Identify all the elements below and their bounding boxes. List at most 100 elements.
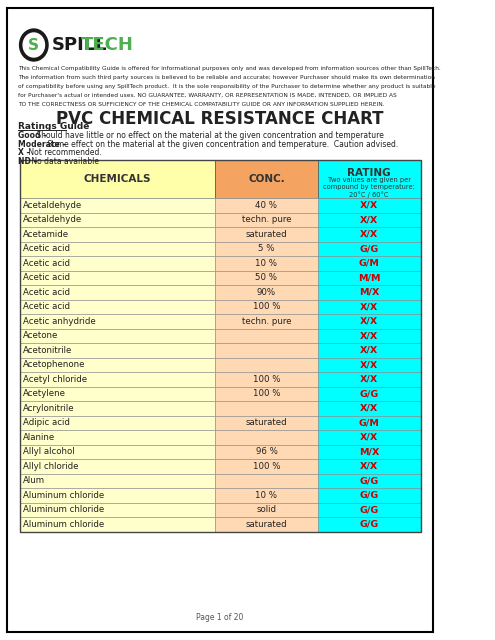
Bar xyxy=(215,285,318,300)
Bar xyxy=(318,271,421,285)
Text: X/X: X/X xyxy=(360,461,378,471)
Text: TECH: TECH xyxy=(81,36,134,54)
Text: G/G: G/G xyxy=(359,520,379,529)
Text: Acrylonitrile: Acrylonitrile xyxy=(23,404,75,413)
Circle shape xyxy=(23,33,45,57)
Bar xyxy=(215,430,318,445)
Text: Acetamide: Acetamide xyxy=(23,230,69,239)
Text: 5 %: 5 % xyxy=(258,244,275,253)
Bar xyxy=(215,343,318,358)
Text: Acetaldehyde: Acetaldehyde xyxy=(23,215,82,224)
Text: X/X: X/X xyxy=(360,215,378,224)
Bar xyxy=(20,401,215,415)
Bar xyxy=(20,488,215,502)
Bar xyxy=(318,343,421,358)
Bar xyxy=(318,358,421,372)
Bar xyxy=(318,212,421,227)
Text: 50 %: 50 % xyxy=(255,273,278,282)
Text: Adipic acid: Adipic acid xyxy=(23,419,70,428)
Text: Acetic acid: Acetic acid xyxy=(23,259,70,268)
Bar xyxy=(20,300,215,314)
Text: X/X: X/X xyxy=(360,201,378,210)
Text: X/X: X/X xyxy=(360,317,378,326)
Bar xyxy=(318,502,421,517)
Text: G/M: G/M xyxy=(359,419,380,428)
Text: X/X: X/X xyxy=(360,346,378,355)
Bar xyxy=(215,358,318,372)
Bar xyxy=(215,474,318,488)
Text: PVC CHEMICAL RESISTANCE CHART: PVC CHEMICAL RESISTANCE CHART xyxy=(56,110,384,128)
Text: saturated: saturated xyxy=(246,419,287,428)
Text: X –: X – xyxy=(18,148,30,157)
Text: Moderate –: Moderate – xyxy=(18,140,66,148)
Text: 100 %: 100 % xyxy=(253,389,280,398)
Text: G/G: G/G xyxy=(359,505,379,515)
Text: Good –: Good – xyxy=(18,131,47,140)
Bar xyxy=(215,387,318,401)
Bar xyxy=(215,488,318,502)
Text: TO THE CORRECTNESS OR SUFFICIENCY OF THE CHEMICAL COMPATABILITY GUIDE OR ANY INF: TO THE CORRECTNESS OR SUFFICIENCY OF THE… xyxy=(18,102,385,107)
Text: Aluminum chloride: Aluminum chloride xyxy=(23,520,104,529)
Bar xyxy=(20,430,215,445)
Bar xyxy=(318,401,421,415)
Circle shape xyxy=(20,29,48,61)
Bar xyxy=(215,212,318,227)
Text: SPILL: SPILL xyxy=(51,36,107,54)
FancyBboxPatch shape xyxy=(7,8,433,632)
Text: Ratings Guide: Ratings Guide xyxy=(18,122,89,131)
Bar xyxy=(215,160,318,198)
Bar xyxy=(20,445,215,459)
Bar xyxy=(20,227,215,241)
Bar xyxy=(318,430,421,445)
Text: for Purchaser's actual or intended uses. NO GUARANTEE, WARRANTY, OR REPRESENTATI: for Purchaser's actual or intended uses.… xyxy=(18,93,396,98)
Text: Acetyl chloride: Acetyl chloride xyxy=(23,375,87,384)
Text: CONC.: CONC. xyxy=(248,174,285,184)
Bar xyxy=(20,271,215,285)
Bar xyxy=(215,271,318,285)
Text: G/M: G/M xyxy=(359,259,380,268)
Text: Aluminum chloride: Aluminum chloride xyxy=(23,505,104,515)
Text: G/G: G/G xyxy=(359,389,379,398)
Text: G/G: G/G xyxy=(359,244,379,253)
Text: Acetone: Acetone xyxy=(23,332,58,340)
Text: Alanine: Alanine xyxy=(23,433,55,442)
Bar xyxy=(318,256,421,271)
Text: X/X: X/X xyxy=(360,332,378,340)
Text: Alum: Alum xyxy=(23,476,45,485)
Bar xyxy=(215,227,318,241)
Text: Allyl alcohol: Allyl alcohol xyxy=(23,447,75,456)
Bar xyxy=(318,474,421,488)
Text: Acetylene: Acetylene xyxy=(23,389,66,398)
Text: S: S xyxy=(28,38,39,52)
Bar xyxy=(20,160,421,531)
Bar xyxy=(215,502,318,517)
Bar xyxy=(318,445,421,459)
Text: Acetic acid: Acetic acid xyxy=(23,302,70,311)
Text: 100 %: 100 % xyxy=(253,375,280,384)
Bar xyxy=(318,387,421,401)
Text: Allyl chloride: Allyl chloride xyxy=(23,461,79,471)
Text: saturated: saturated xyxy=(246,230,287,239)
Text: Some effect on the material at the given concentration and temperature.  Caution: Some effect on the material at the given… xyxy=(46,140,398,148)
Text: X/X: X/X xyxy=(360,404,378,413)
Text: Not recommended.: Not recommended. xyxy=(26,148,102,157)
Text: M/X: M/X xyxy=(359,447,379,456)
Bar xyxy=(215,517,318,531)
Bar xyxy=(20,160,215,198)
Text: The information from such third party sources is believed to be reliable and acc: The information from such third party so… xyxy=(18,75,435,80)
Text: 90%: 90% xyxy=(257,288,276,297)
Bar xyxy=(20,415,215,430)
Bar xyxy=(215,459,318,474)
Text: Aluminum chloride: Aluminum chloride xyxy=(23,491,104,500)
Bar xyxy=(20,256,215,271)
Text: G/G: G/G xyxy=(359,491,379,500)
Bar xyxy=(20,387,215,401)
Text: X/X: X/X xyxy=(360,433,378,442)
Bar xyxy=(20,212,215,227)
Text: 10 %: 10 % xyxy=(255,491,278,500)
Bar xyxy=(318,459,421,474)
Text: Acetonitrile: Acetonitrile xyxy=(23,346,72,355)
Text: Acetic acid: Acetic acid xyxy=(23,288,70,297)
Text: saturated: saturated xyxy=(246,520,287,529)
Bar xyxy=(318,372,421,387)
